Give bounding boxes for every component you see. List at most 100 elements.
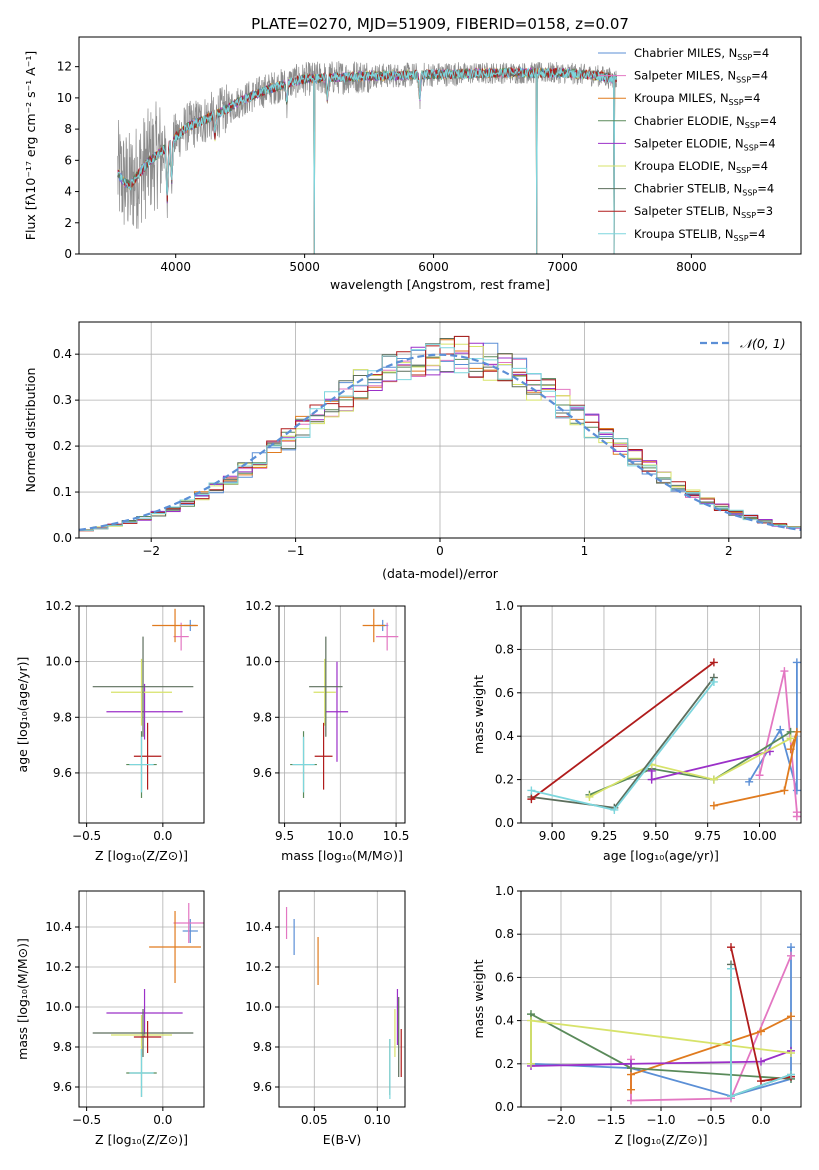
errorbar-point-5 (313, 658, 336, 726)
plot-area-residuals (79, 335, 801, 532)
weight-marker (787, 951, 795, 960)
y-tick-label: 10 (57, 91, 72, 105)
weight-series-6 (527, 673, 718, 812)
plot-layer: 4000 5000 6000 7000 8000024681012wavelength … (15, 36, 802, 1147)
y-tick-label: 0.2 (495, 773, 514, 787)
plot-area-mass_vs_Z (92, 903, 204, 1097)
y-tick-label: 0.4 (495, 1014, 514, 1028)
axes-mass_vs_ebv: 0.05 0.10 9.6 9.8 10.0 10.2 10.4 E(B-V) (245, 890, 406, 1147)
weight-marker (627, 1096, 635, 1105)
x-tick-label: 0.05 (301, 1113, 328, 1127)
model-spectrum-5 (117, 67, 618, 254)
errorbar-point-4 (106, 989, 183, 1037)
legend-entry: Salpeter STELIB, NSSP=3 (634, 204, 773, 220)
histogram-7 (79, 335, 801, 532)
x-tick-label: 10.5 (383, 829, 410, 843)
x-tick-label: 2 (725, 544, 733, 558)
y-axis-label: mass weight (471, 959, 486, 1038)
y-tick-label: 10.4 (245, 920, 272, 934)
x-tick-label: 9.75 (694, 829, 721, 843)
weight-marker (780, 667, 789, 676)
weight-line (630, 1015, 792, 1090)
axes-frame (278, 890, 406, 1108)
weight-series-8 (527, 677, 718, 814)
x-tick-label: −0.5 (72, 1113, 101, 1127)
weight-marker (727, 943, 735, 952)
errorbar-point-8 (129, 736, 154, 793)
y-tick-label: 0.4 (495, 729, 514, 743)
legend-entry: Kroupa ELODIE, NSSP=4 (634, 159, 768, 175)
errorbar-point-5 (111, 658, 172, 726)
legend-entry: Chabrier STELIB, NSSP=4 (634, 182, 774, 198)
weight-marker (709, 775, 718, 784)
y-tick-label: 0 (64, 247, 72, 261)
axes-frame (520, 605, 802, 824)
y-tick-label: 9.8 (253, 710, 272, 724)
weight-marker (709, 801, 718, 810)
weight-marker (787, 1070, 795, 1079)
x-tick-label: 9.5 (275, 829, 294, 843)
x-axis-label: wavelength [Angstrom, rest frame] (330, 277, 550, 292)
x-axis-label: mass [log₁₀(M/M⊙)] (281, 848, 403, 863)
x-tick-label: −2.0 (546, 1113, 575, 1127)
weight-marker (786, 734, 795, 743)
y-tick-label: 0.0 (53, 531, 72, 545)
weight-series-5 (585, 734, 795, 801)
errorbar-point-2 (362, 608, 385, 643)
y-tick-label: 4 (64, 185, 72, 199)
axes-frame (78, 605, 205, 824)
errorbar-point-1 (173, 622, 189, 651)
plot-area-mass_vs_ebv (285, 907, 402, 1099)
y-tick-label: 10.4 (45, 920, 72, 934)
y-tick-label: 10.0 (45, 655, 72, 669)
axes-residuals: −2 −1 0 1 2 0.0 0.1 0.2 0.3 0.4 (data-model)/error… (23, 321, 802, 581)
weight-marker (647, 775, 656, 784)
y-tick-label: 10.0 (245, 655, 272, 669)
plot-area-age_vs_mass (290, 608, 399, 798)
weight-marker (787, 1049, 795, 1057)
histogram-6 (79, 336, 801, 531)
weight-series-5 (527, 1016, 795, 1068)
errorbar-point-8 (292, 736, 315, 793)
weight-line (531, 681, 715, 812)
x-tick-label: 7000 (547, 260, 578, 274)
axes-frame (278, 605, 406, 824)
x-tick-label: 9.00 (539, 829, 566, 843)
y-tick-label: 10.2 (45, 960, 72, 974)
y-tick-label: 0.8 (495, 642, 514, 656)
y-tick-label: 9.6 (53, 766, 72, 780)
y-tick-label: 9.6 (253, 1080, 272, 1094)
plot-area-age_vs_Z (92, 608, 198, 798)
weight-marker (757, 1057, 765, 1066)
errorbar-point-7 (133, 722, 162, 790)
weight-line (530, 661, 715, 800)
y-tick-label: 12 (57, 60, 72, 74)
x-axis-label: (data-model)/error (382, 566, 499, 581)
weight-marker (787, 1012, 795, 1021)
weight-marker (610, 805, 619, 814)
y-axis-label: Normed distribution (23, 368, 38, 493)
weight-marker (527, 795, 536, 804)
errorbar-point-6 (309, 636, 343, 737)
x-tick-label: −1.5 (596, 1113, 625, 1127)
y-axis-label: Flux [fλ10⁻¹⁷ erg cm⁻² s⁻¹ A⁻¹] (23, 51, 38, 240)
weight-marker (527, 1016, 535, 1025)
weight-marker (786, 745, 795, 754)
y-tick-label: 9.6 (53, 1080, 72, 1094)
errorbar-point-4 (106, 683, 183, 740)
y-tick-label: 0.2 (495, 1057, 514, 1071)
axes-weights_vs_age: 9.00 9.25 9.50 9.75 10.00 0.0 0.2 0.4 0.6 0.8 1.0 a… (471, 599, 802, 863)
y-axis-label: mass [log₁₀(M/M⊙)] (15, 938, 30, 1060)
y-tick-label: 9.8 (253, 1040, 272, 1054)
y-axis-label: mass weight (471, 675, 486, 754)
model-spectrum-8 (117, 66, 618, 254)
legend-entry: Kroupa STELIB, NSSP=4 (634, 227, 765, 243)
weight-marker (792, 812, 801, 821)
weight-series-8 (727, 964, 795, 1101)
errorbar-point-7 (314, 722, 333, 790)
weight-marker (585, 792, 594, 801)
x-axis-label: Z [log₁₀(Z/Z⊙)] (95, 1132, 188, 1147)
errorbar-point-7 (133, 1021, 162, 1053)
errorbar-point-6 (92, 1009, 194, 1057)
weight-marker (776, 725, 785, 734)
